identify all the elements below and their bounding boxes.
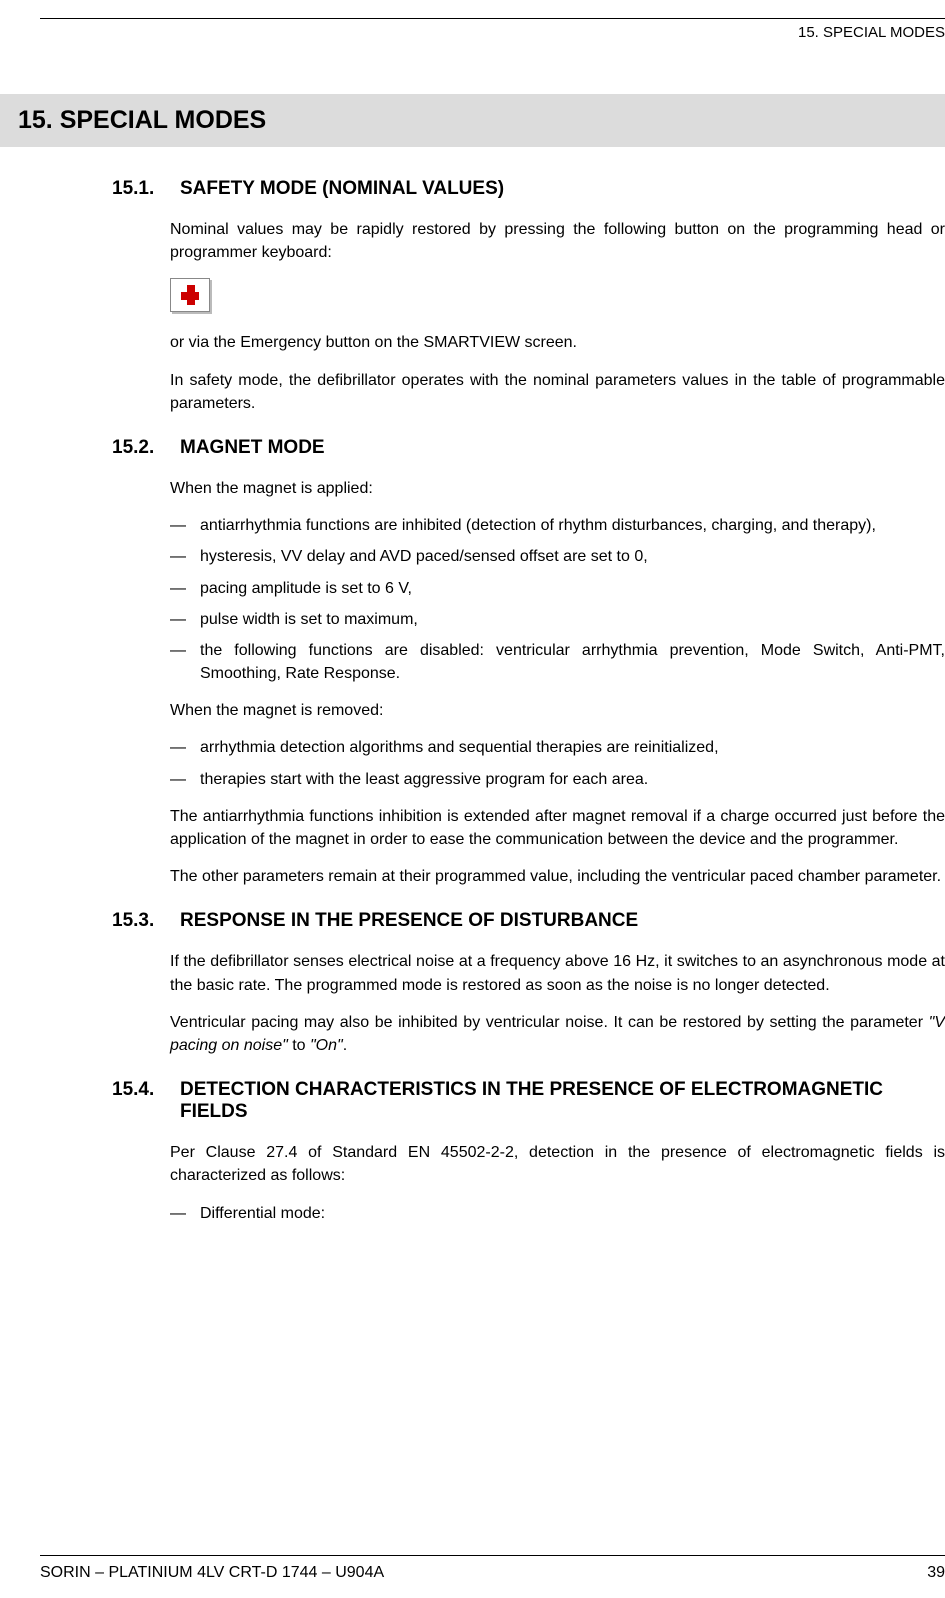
section-body: If the defibrillator senses electrical n… (170, 950, 945, 1057)
list-item: ―pacing amplitude is set to 6 V, (170, 577, 945, 600)
section-title: DETECTION CHARACTERISTICS IN THE PRESENC… (180, 1079, 945, 1123)
section-number: 15.4. (112, 1079, 156, 1123)
list-text: Differential mode: (200, 1202, 945, 1225)
dash-list: ―arrhythmia detection algorithms and seq… (170, 736, 945, 790)
list-text: pulse width is set to maximum, (200, 608, 945, 631)
dash-list: ―antiarrhythmia functions are inhibited … (170, 514, 945, 685)
section-15-4: 15.4. DETECTION CHARACTERISTICS IN THE P… (112, 1079, 945, 1225)
dash-icon: ― (170, 514, 200, 537)
section-heading: 15.2. MAGNET MODE (112, 437, 945, 459)
dash-icon: ― (170, 768, 200, 791)
page-footer: SORIN – PLATINIUM 4LV CRT-D 1744 – U904A… (40, 1564, 945, 1582)
section-heading: 15.1. SAFETY MODE (NOMINAL VALUES) (112, 178, 945, 200)
text-span: Ventricular pacing may also be inhibited… (170, 1014, 929, 1031)
dash-icon: ― (170, 639, 200, 685)
list-text: hysteresis, VV delay and AVD paced/sense… (200, 545, 945, 568)
emergency-cross-icon (170, 278, 210, 312)
bottom-rule (40, 1555, 945, 1556)
dash-icon: ― (170, 577, 200, 600)
paragraph: or via the Emergency button on the SMART… (170, 331, 945, 354)
dash-icon: ― (170, 608, 200, 631)
section-15-2: 15.2. MAGNET MODE When the magnet is app… (112, 437, 945, 888)
section-number: 15.1. (112, 178, 156, 200)
paragraph: Nominal values may be rapidly restored b… (170, 218, 945, 264)
list-item: ―therapies start with the least aggressi… (170, 768, 945, 791)
text-span: . (343, 1037, 347, 1054)
paragraph: In safety mode, the defibrillator operat… (170, 369, 945, 415)
top-rule (40, 18, 945, 19)
paragraph: Ventricular pacing may also be inhibited… (170, 1011, 945, 1057)
section-title: RESPONSE IN THE PRESENCE OF DISTURBANCE (180, 910, 638, 932)
footer-left: SORIN – PLATINIUM 4LV CRT-D 1744 – U904A (40, 1564, 384, 1582)
list-text: arrhythmia detection algorithms and sequ… (200, 736, 945, 759)
section-title: SAFETY MODE (NOMINAL VALUES) (180, 178, 504, 200)
section-body: Per Clause 27.4 of Standard EN 45502-2-2… (170, 1141, 945, 1225)
list-text: antiarrhythmia functions are inhibited (… (200, 514, 945, 537)
running-head: 15. SPECIAL MODES (798, 24, 945, 41)
list-item: ―Differential mode: (170, 1202, 945, 1225)
section-heading: 15.4. DETECTION CHARACTERISTICS IN THE P… (112, 1079, 945, 1123)
paragraph: Per Clause 27.4 of Standard EN 45502-2-2… (170, 1141, 945, 1187)
list-item: ―arrhythmia detection algorithms and seq… (170, 736, 945, 759)
section-heading: 15.3. RESPONSE IN THE PRESENCE OF DISTUR… (112, 910, 945, 932)
chapter-title: 15. SPECIAL MODES (0, 94, 945, 147)
section-title: MAGNET MODE (180, 437, 325, 459)
dash-list: ―Differential mode: (170, 1202, 945, 1225)
content-area: 15.1. SAFETY MODE (NOMINAL VALUES) Nomin… (112, 178, 945, 1247)
list-item: ―pulse width is set to maximum, (170, 608, 945, 631)
paragraph: The antiarrhythmia functions inhibition … (170, 805, 945, 851)
dash-icon: ― (170, 1202, 200, 1225)
paragraph: The other parameters remain at their pro… (170, 865, 945, 888)
paragraph: When the magnet is removed: (170, 699, 945, 722)
list-item: ―hysteresis, VV delay and AVD paced/sens… (170, 545, 945, 568)
cross-vbar (187, 285, 195, 305)
list-text: pacing amplitude is set to 6 V, (200, 577, 945, 600)
paragraph: When the magnet is applied: (170, 477, 945, 500)
dash-icon: ― (170, 736, 200, 759)
page: 15. SPECIAL MODES 15. SPECIAL MODES 15.1… (0, 0, 945, 1598)
section-number: 15.3. (112, 910, 156, 932)
italic-span: "On" (310, 1037, 343, 1054)
paragraph: If the defibrillator senses electrical n… (170, 950, 945, 996)
text-span: to (288, 1037, 310, 1054)
list-text: therapies start with the least aggressiv… (200, 768, 945, 791)
list-item: ―the following functions are disabled: v… (170, 639, 945, 685)
footer-page-number: 39 (927, 1564, 945, 1582)
section-body: Nominal values may be rapidly restored b… (170, 218, 945, 415)
section-number: 15.2. (112, 437, 156, 459)
list-item: ―antiarrhythmia functions are inhibited … (170, 514, 945, 537)
section-15-1: 15.1. SAFETY MODE (NOMINAL VALUES) Nomin… (112, 178, 945, 415)
dash-icon: ― (170, 545, 200, 568)
list-text: the following functions are disabled: ve… (200, 639, 945, 685)
section-body: When the magnet is applied: ―antiarrhyth… (170, 477, 945, 888)
section-15-3: 15.3. RESPONSE IN THE PRESENCE OF DISTUR… (112, 910, 945, 1057)
